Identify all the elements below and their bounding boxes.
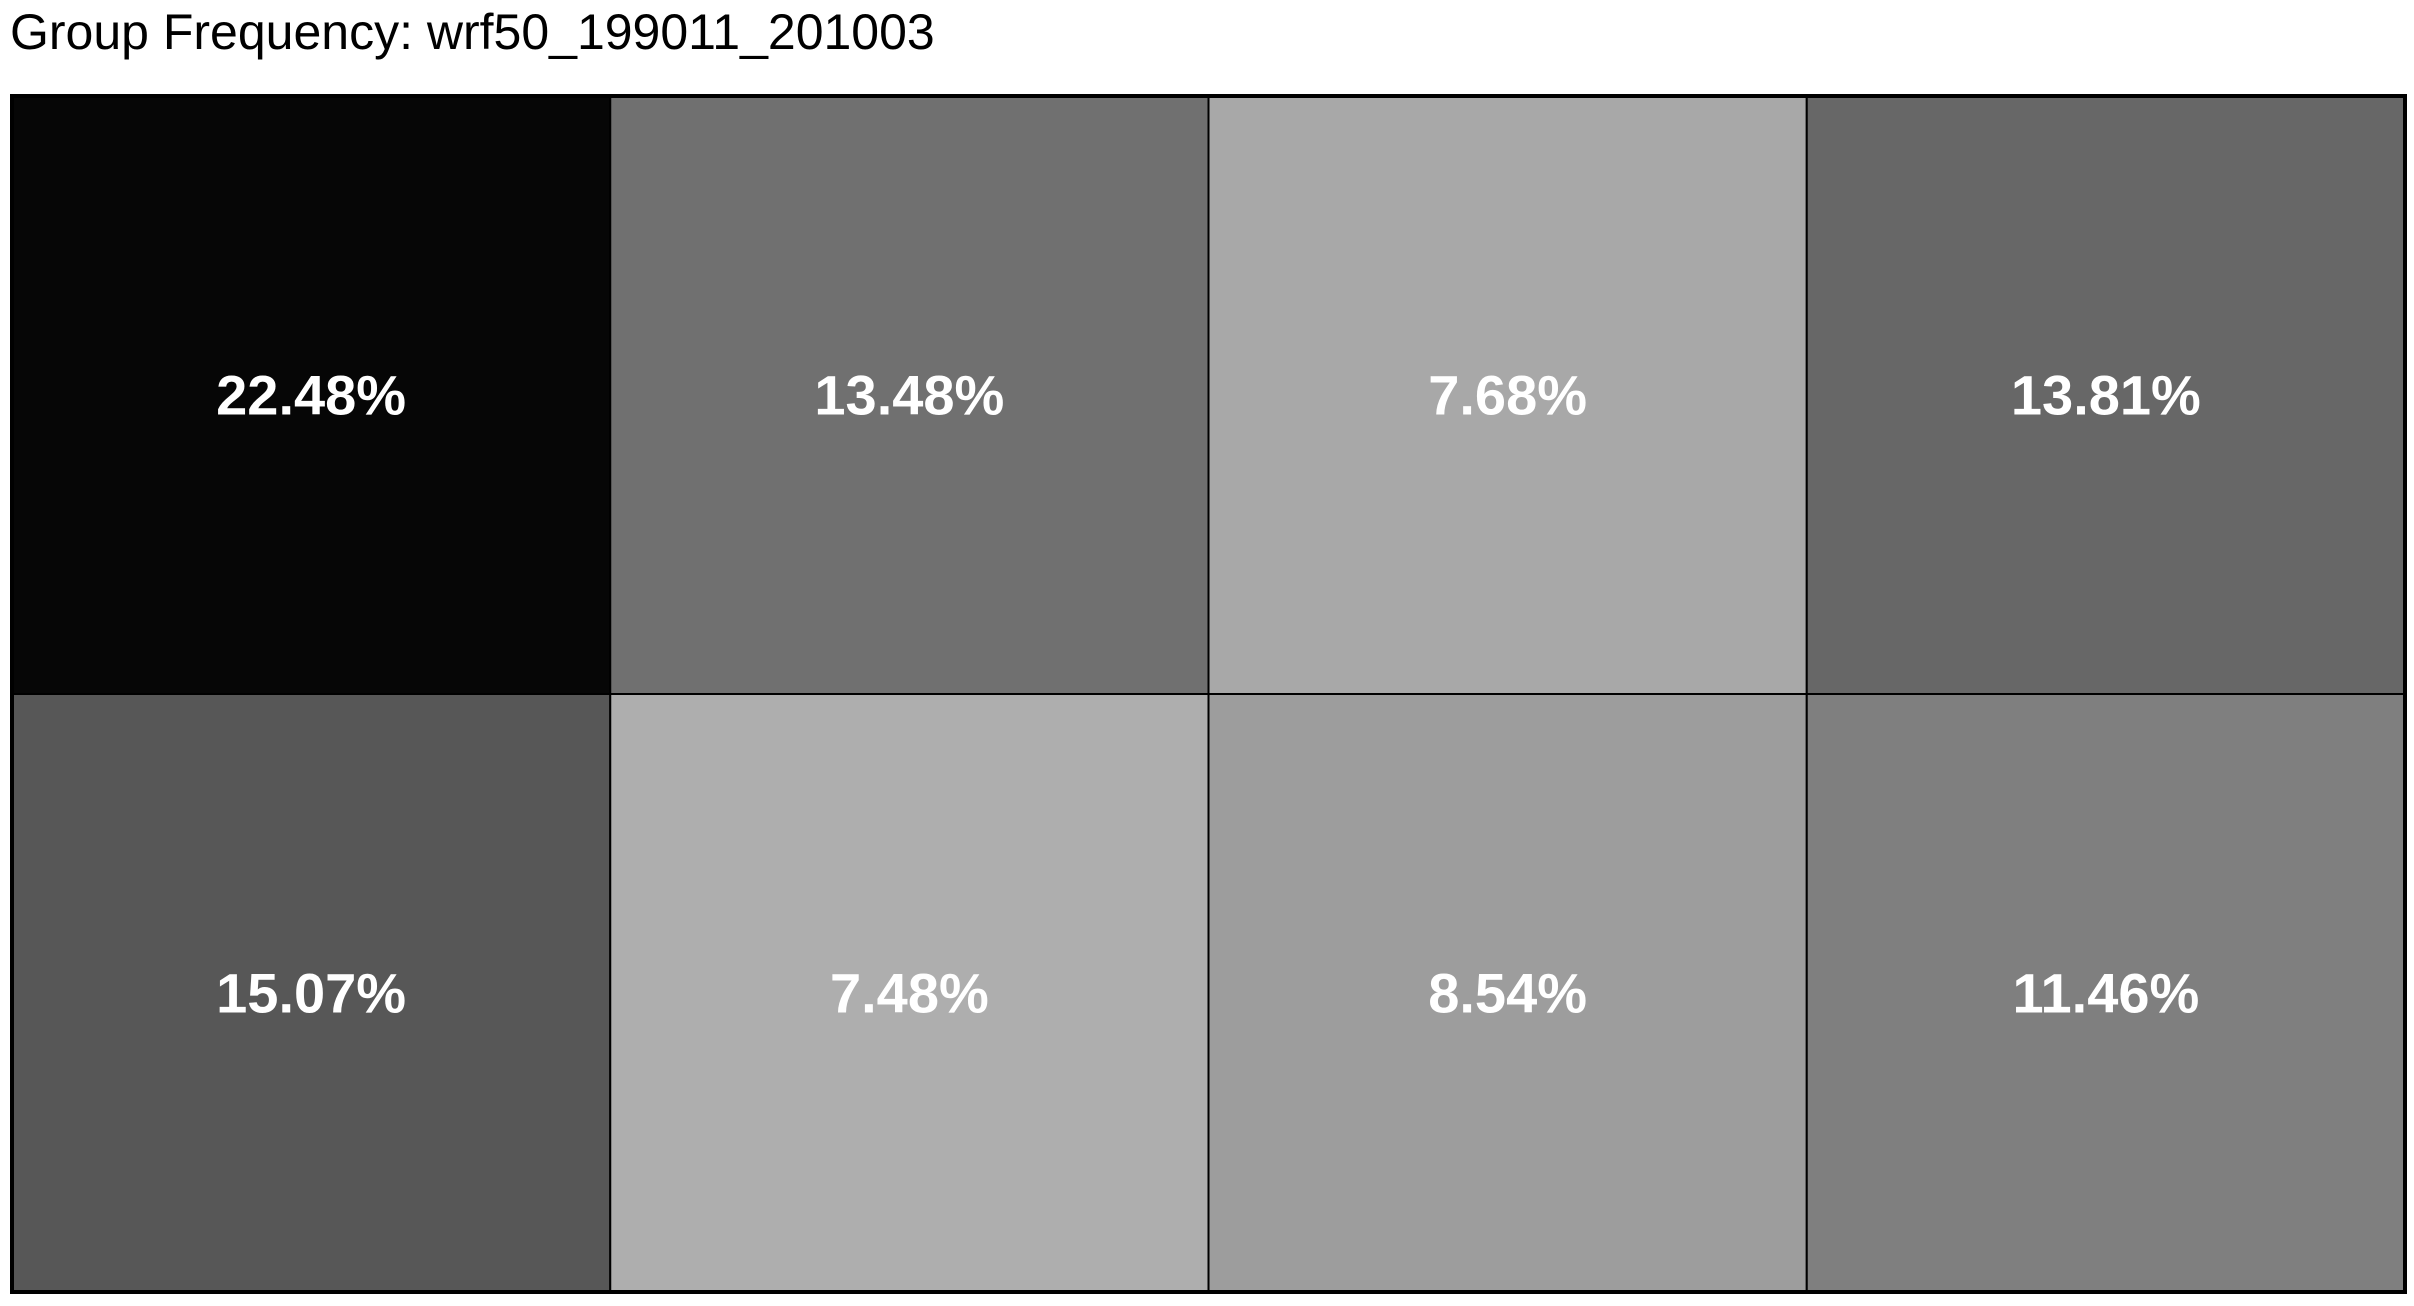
cell-value-label-r1-c1: 22.48% (216, 364, 406, 427)
heatmap-cell-r2-c2 (609, 693, 1210, 1293)
cell-value-label-r2-c4: 11.46% (2012, 962, 2199, 1025)
heatmap-labels: 22.48% 13.48% 7.68% 13.81% 15.07% 7.48% 8.54% 1… (216, 364, 2201, 1025)
heatmap-cell-r2-c4 (1805, 693, 2406, 1293)
cell-value-label-r2-c2: 7.48% (830, 962, 989, 1025)
cell-value-label-r1-c2: 13.48% (814, 364, 1004, 427)
plot-border (10, 94, 2407, 1294)
heatmap-cell-r1-c1 (11, 95, 612, 695)
heatmap-cells (11, 95, 2406, 1293)
chart-title: Group Frequency: wrf50_199011_201003 (10, 4, 935, 60)
cell-value-label-r2-c1: 15.07% (216, 962, 406, 1025)
cell-value-label-r1-c3: 7.68% (1428, 364, 1587, 427)
heatmap-cell-r2-c3 (1207, 693, 1808, 1293)
heatmap-cell-r1-c4 (1805, 95, 2406, 695)
cell-value-label-r2-c3: 8.54% (1428, 962, 1587, 1025)
heatmap-cell-r1-c3 (1207, 95, 1808, 695)
cell-value-label-r1-c4: 13.81% (2011, 364, 2201, 427)
